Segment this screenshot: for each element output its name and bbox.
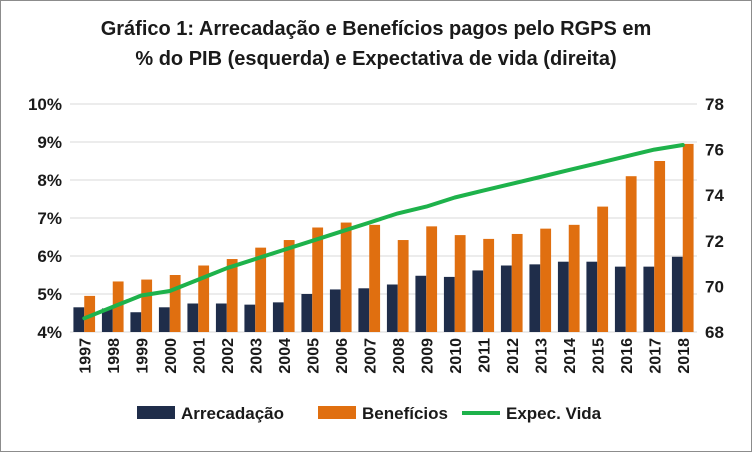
x-axis-tick-label: 2008 xyxy=(391,338,408,374)
left-axis-labels: 4% 5% 6% 7% 8% 9% 10% xyxy=(28,95,62,342)
right-axis-tick-label: 74 xyxy=(705,186,724,205)
arrecadacao-bar xyxy=(443,276,455,332)
x-axis-tick-label: 2001 xyxy=(191,338,208,374)
x-axis-tick-label: 2013 xyxy=(533,338,550,374)
x-axis-tick-label: 1997 xyxy=(77,338,94,374)
x-axis-tick-label: 2015 xyxy=(590,338,607,374)
arrecadacao-bar xyxy=(187,303,199,332)
beneficios-bar xyxy=(283,240,295,332)
left-axis-tick-label: 5% xyxy=(37,285,62,304)
arrecadacao-bar xyxy=(358,288,370,332)
arrecadacao-bar xyxy=(386,284,398,332)
right-axis-tick-label: 70 xyxy=(705,277,724,296)
arrecadacao-bar xyxy=(272,302,284,332)
chart-title-line-1: Gráfico 1: Arrecadação e Benefícios pago… xyxy=(100,18,652,40)
legend-label: Benefícios xyxy=(362,404,448,423)
beneficios-bar xyxy=(625,176,637,332)
right-axis-tick-label: 78 xyxy=(705,95,724,114)
left-axis-tick-label: 7% xyxy=(37,209,62,228)
arrecadacao-bar xyxy=(500,265,512,332)
left-axis-tick-label: 10% xyxy=(28,95,62,114)
beneficios-bar xyxy=(369,224,381,332)
beneficios-bar xyxy=(198,265,210,332)
x-axis-tick-label: 2004 xyxy=(277,338,294,374)
arrecadacao-bar xyxy=(671,256,683,332)
arrecadacao-bar xyxy=(301,294,313,332)
right-axis-labels: 68 70 72 74 76 78 xyxy=(705,95,724,342)
legend: Arrecadação Benefícios Expec. Vida xyxy=(137,404,602,423)
left-axis-tick-label: 6% xyxy=(37,247,62,266)
beneficios-bar xyxy=(511,233,523,332)
arrecadacao-bar xyxy=(130,312,142,332)
arrecadacao-bar xyxy=(472,270,484,332)
x-axis-tick-label: 2007 xyxy=(362,338,379,374)
arrecadacao-bar xyxy=(73,307,85,332)
arrecadacao-bar xyxy=(557,261,569,332)
beneficios-bar xyxy=(84,295,96,332)
arrecadacao-bar xyxy=(215,303,227,332)
beneficios-bar xyxy=(426,226,438,332)
beneficios-bar xyxy=(654,161,666,332)
right-axis-tick-label: 68 xyxy=(705,323,724,342)
beneficios-bar xyxy=(483,238,495,332)
legend-label: Expec. Vida xyxy=(506,404,602,423)
x-axis-tick-label: 2005 xyxy=(305,338,322,374)
beneficios-bar xyxy=(597,206,609,332)
beneficios-bar xyxy=(568,224,580,332)
left-axis-tick-label: 4% xyxy=(37,323,62,342)
x-axis-tick-label: 2011 xyxy=(476,338,493,373)
x-axis-tick-label: 2009 xyxy=(419,338,436,374)
x-axis-tick-label: 2002 xyxy=(220,338,237,374)
right-axis-tick-label: 72 xyxy=(705,232,724,251)
beneficios-bar xyxy=(540,228,552,332)
arrecadacao-bar xyxy=(614,266,626,332)
arrecadacao-bar xyxy=(329,289,341,332)
x-axis-tick-label: 2016 xyxy=(619,338,636,374)
x-axis-tick-label: 1999 xyxy=(134,338,151,374)
life-expectancy-line xyxy=(82,143,685,321)
arrecadacao-bar xyxy=(529,264,541,332)
left-axis-tick-label: 9% xyxy=(37,133,62,152)
x-axis-tick-label: 2010 xyxy=(448,338,465,374)
beneficios-bar xyxy=(226,259,238,332)
beneficios-bar xyxy=(169,275,181,332)
arrecadacao-bar xyxy=(101,308,113,332)
legend-swatch xyxy=(137,406,175,419)
expec-vida-line xyxy=(82,143,685,321)
x-axis-tick-label: 2012 xyxy=(505,338,522,374)
beneficios-bar xyxy=(312,227,324,332)
arrecadacao-bar xyxy=(158,307,170,332)
bars xyxy=(73,143,694,332)
chart-title-line-2: % do PIB (esquerda) e Expectativa de vid… xyxy=(135,48,617,70)
arrecadacao-bar xyxy=(643,266,655,332)
beneficios-bar xyxy=(255,247,267,332)
x-axis-tick-label: 1998 xyxy=(106,338,123,374)
chart-title: Gráfico 1: Arrecadação e Benefícios pago… xyxy=(0,14,752,74)
right-axis-tick-label: 76 xyxy=(705,141,724,160)
x-axis-tick-label: 2003 xyxy=(248,338,265,374)
x-axis-tick-label: 2017 xyxy=(647,338,664,374)
x-axis-tick-label: 2006 xyxy=(334,338,351,374)
x-axis-tick-label: 2000 xyxy=(163,338,180,374)
beneficios-bar xyxy=(397,240,409,332)
arrecadacao-bar xyxy=(244,304,256,332)
x-axis-tick-label: 2018 xyxy=(676,338,693,374)
legend-label: Arrecadação xyxy=(181,404,284,423)
beneficios-bar xyxy=(141,279,153,332)
arrecadacao-bar xyxy=(586,261,598,332)
beneficios-bar xyxy=(454,235,466,332)
beneficios-bar xyxy=(682,143,694,332)
x-axis-tick-label: 2014 xyxy=(562,338,579,374)
arrecadacao-bar xyxy=(415,275,427,332)
beneficios-bar xyxy=(340,222,352,332)
x-axis-labels: 1997 1998 1999 2000 2001 2002 2003 2004 2005 2006… xyxy=(77,338,693,374)
legend-swatch xyxy=(318,406,356,419)
left-axis-tick-label: 8% xyxy=(37,171,62,190)
